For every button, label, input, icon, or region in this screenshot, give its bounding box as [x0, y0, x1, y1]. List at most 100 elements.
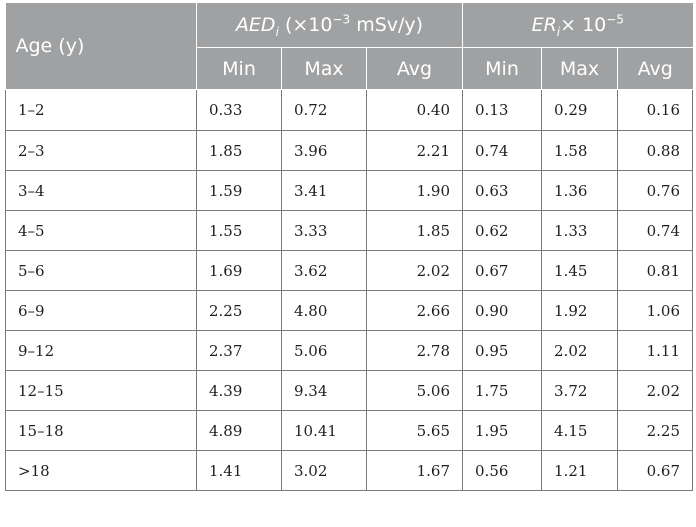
- er-group-header: ERi× 10−5: [462, 3, 693, 48]
- aed-min-cell: 1.59: [196, 170, 282, 211]
- table-row: 4–5 1.55 3.33 1.85 0.62 1.33 0.74: [5, 210, 694, 251]
- aed-max-cell: 3.33: [281, 210, 367, 251]
- er-exponent: −5: [606, 12, 624, 27]
- table-row: >18 1.41 3.02 1.67 0.56 1.21 0.67: [5, 450, 694, 491]
- aed-min-cell: 1.85: [196, 130, 282, 171]
- age-cell: 12–15: [5, 370, 197, 411]
- aed-max-cell: 0.72: [281, 89, 367, 131]
- aed-avg-cell: 2.78: [366, 330, 464, 371]
- er-max-cell: 1.33: [541, 210, 619, 251]
- aed-avg-cell: 5.06: [366, 370, 464, 411]
- age-cell: 9–12: [5, 330, 197, 371]
- table-row: 5–6 1.69 3.62 2.02 0.67 1.45 0.81: [5, 250, 694, 291]
- er-avg-cell: 0.88: [617, 130, 694, 171]
- aed-symbol: AED: [235, 14, 276, 36]
- aed-avg-cell: 0.40: [366, 89, 464, 131]
- er-max-cell: 2.02: [541, 330, 619, 371]
- er-symbol: ER: [531, 14, 557, 36]
- aed-max-cell: 3.41: [281, 170, 367, 211]
- er-min-header: Min: [462, 47, 543, 90]
- er-avg-cell: 0.74: [617, 210, 694, 251]
- aed-avg-cell: 2.02: [366, 250, 464, 291]
- er-min-cell: 1.95: [462, 410, 543, 451]
- age-cell: 15–18: [5, 410, 197, 451]
- aed-exponent: −3: [332, 12, 351, 27]
- aed-avg-cell: 2.21: [366, 130, 464, 171]
- er-avg-cell: 0.76: [617, 170, 694, 211]
- er-avg-cell: 0.16: [617, 89, 694, 131]
- aed-subscript: i: [275, 24, 279, 39]
- dose-risk-table: Age (y) AEDi (×10−3 mSv/y) ERi× 10−5 Min…: [5, 3, 694, 491]
- age-cell: 6–9: [5, 290, 197, 331]
- aed-avg-cell: 2.66: [366, 290, 464, 331]
- aed-max-cell: 9.34: [281, 370, 367, 411]
- aed-group-header: AEDi (×10−3 mSv/y): [196, 3, 464, 48]
- table-row: 12–15 4.39 9.34 5.06 1.75 3.72 2.02: [5, 370, 694, 411]
- table-row: 15–18 4.89 10.41 5.65 1.95 4.15 2.25: [5, 410, 694, 451]
- er-min-cell: 0.74: [462, 130, 543, 171]
- table-row: 6–9 2.25 4.80 2.66 0.90 1.92 1.06: [5, 290, 694, 331]
- er-max-cell: 1.36: [541, 170, 619, 211]
- aed-max-cell: 4.80: [281, 290, 367, 331]
- aed-avg-cell: 1.90: [366, 170, 464, 211]
- aed-max-cell: 3.02: [281, 450, 367, 491]
- aed-min-header: Min: [196, 47, 282, 90]
- aed-max-cell: 3.62: [281, 250, 367, 291]
- aed-min-cell: 1.55: [196, 210, 282, 251]
- er-min-cell: 0.67: [462, 250, 543, 291]
- er-max-header: Max: [541, 47, 619, 90]
- aed-avg-cell: 1.67: [366, 450, 464, 491]
- age-cell: 1–2: [5, 89, 197, 131]
- er-avg-cell: 0.67: [617, 450, 694, 491]
- er-min-cell: 0.56: [462, 450, 543, 491]
- data-table-container: Age (y) AEDi (×10−3 mSv/y) ERi× 10−5 Min…: [5, 3, 694, 491]
- er-max-cell: 1.58: [541, 130, 619, 171]
- er-max-cell: 1.21: [541, 450, 619, 491]
- age-column-header: Age (y): [5, 3, 197, 90]
- aed-max-header: Max: [281, 47, 367, 90]
- er-max-cell: 1.45: [541, 250, 619, 291]
- aed-min-cell: 2.25: [196, 290, 282, 331]
- table-row: 3–4 1.59 3.41 1.90 0.63 1.36 0.76: [5, 170, 694, 211]
- er-max-cell: 4.15: [541, 410, 619, 451]
- er-max-cell: 1.92: [541, 290, 619, 331]
- table-row: 1–2 0.33 0.72 0.40 0.13 0.29 0.16: [5, 89, 694, 131]
- er-avg-cell: 2.25: [617, 410, 694, 451]
- aed-unit: mSv/y): [350, 14, 424, 36]
- aed-prefix: (×10: [278, 14, 333, 36]
- aed-max-cell: 5.06: [281, 330, 367, 371]
- er-min-cell: 0.62: [462, 210, 543, 251]
- er-max-cell: 3.72: [541, 370, 619, 411]
- er-min-cell: 0.13: [462, 89, 543, 131]
- age-cell: 5–6: [5, 250, 197, 291]
- aed-min-cell: 4.39: [196, 370, 282, 411]
- table-body: 1–2 0.33 0.72 0.40 0.13 0.29 0.16 2–3 1.85 3.96 2.…: [5, 89, 694, 491]
- aed-min-cell: 1.69: [196, 250, 282, 291]
- aed-max-cell: 3.96: [281, 130, 367, 171]
- aed-avg-cell: 5.65: [366, 410, 464, 451]
- aed-avg-header: Avg: [366, 47, 464, 90]
- aed-min-cell: 1.41: [196, 450, 282, 491]
- er-max-cell: 0.29: [541, 89, 619, 131]
- table-row: 9–12 2.37 5.06 2.78 0.95 2.02 1.11: [5, 330, 694, 371]
- age-cell: 2–3: [5, 130, 197, 171]
- aed-min-cell: 2.37: [196, 330, 282, 371]
- age-cell: 3–4: [5, 170, 197, 211]
- aed-min-cell: 0.33: [196, 89, 282, 131]
- er-avg-cell: 1.11: [617, 330, 694, 371]
- er-avg-header: Avg: [617, 47, 693, 90]
- age-cell: 4–5: [5, 210, 197, 251]
- er-avg-cell: 2.02: [617, 370, 694, 411]
- age-cell: >18: [5, 450, 197, 491]
- er-subscript: i: [556, 24, 561, 39]
- er-avg-cell: 1.06: [617, 290, 694, 331]
- table-header: Age (y) AEDi (×10−3 mSv/y) ERi× 10−5 Min…: [5, 3, 693, 90]
- er-min-cell: 0.90: [462, 290, 543, 331]
- aed-min-cell: 4.89: [196, 410, 282, 451]
- er-min-cell: 1.75: [462, 370, 543, 411]
- er-min-cell: 0.63: [462, 170, 543, 211]
- er-min-cell: 0.95: [462, 330, 543, 371]
- aed-avg-cell: 1.85: [366, 210, 464, 251]
- table-row: 2–3 1.85 3.96 2.21 0.74 1.58 0.88: [5, 130, 694, 171]
- er-prefix: × 10: [560, 14, 607, 36]
